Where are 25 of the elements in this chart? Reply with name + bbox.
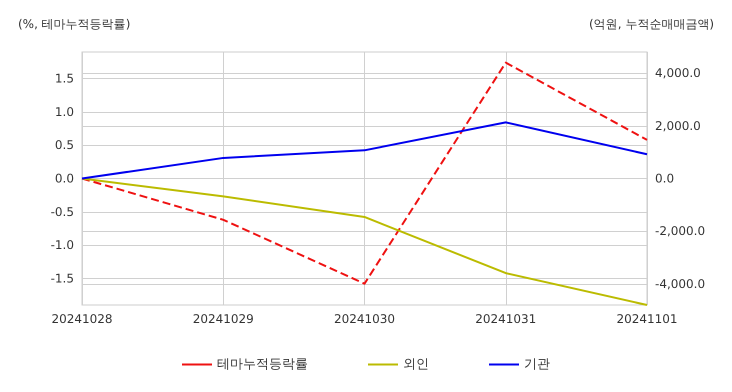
y-tick-label: 0.0 — [54, 172, 74, 186]
x-tick-label: 20241028 — [51, 312, 113, 326]
line-series — [81, 178, 648, 306]
y-tick-label: 1.5 — [54, 72, 74, 86]
legend-label: 테마누적등락률 — [217, 357, 308, 372]
line-series — [81, 121, 648, 180]
x-tick-label: 20241031 — [475, 312, 536, 326]
y2-tick-label: -4,000.0 — [655, 276, 706, 291]
x-tick-label: 20241030 — [334, 312, 396, 326]
y-tick-label: 1.0 — [54, 104, 74, 119]
y2-tick-label: -2,000.0 — [655, 224, 706, 238]
y-tick-label: -1.0 — [50, 238, 74, 252]
legend-label: 외인 — [403, 357, 429, 372]
x-tick-label: 20241101 — [616, 312, 678, 326]
y-tick-label: 0.5 — [54, 138, 74, 152]
y-axis-title: (%, 테마누적등락률) — [18, 17, 130, 31]
y2-axis-title: (억원, 누적순매매금액) — [589, 17, 714, 31]
line-series — [81, 62, 648, 285]
y2-tick-label: 4,000.0 — [655, 66, 701, 80]
y-tick-label: -1.5 — [50, 271, 74, 286]
y-tick-label: -0.5 — [50, 204, 74, 219]
legend-label: 기관 — [524, 357, 550, 372]
y2-tick-label: 0.0 — [655, 172, 674, 186]
y2-tick-label: 2,000.0 — [655, 118, 701, 133]
x-tick-label: 20241029 — [192, 312, 254, 326]
